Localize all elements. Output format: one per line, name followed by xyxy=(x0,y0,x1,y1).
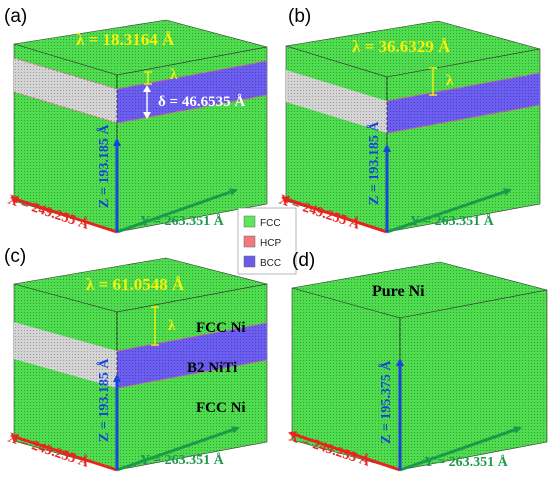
panel-b-lambda-value: λ = 36.6329 Å xyxy=(352,37,451,56)
phase-legend: FCC HCP BCC xyxy=(237,207,297,275)
legend-swatch-bcc xyxy=(243,255,256,268)
legend-label-fcc: FCC xyxy=(260,218,281,229)
grey-interface-band xyxy=(14,322,117,388)
panel-a: (a) λ = 18.3164 Å λ δ = 46.6535 Å X = 24… xyxy=(4,6,268,234)
legend-label-hcp: HCP xyxy=(260,238,281,249)
layer-label-fcc-top: FCC Ni xyxy=(196,320,246,336)
panel-c: (c) λ = 61.0548 Å λ FCC Ni B2 NiTi FCC N… xyxy=(4,246,268,472)
x-axis-arrow xyxy=(281,196,388,234)
bcc-layer-band xyxy=(387,73,540,133)
panel-b-label: (b) xyxy=(288,6,311,27)
layer-label-fcc-bottom: FCC Ni xyxy=(196,400,246,416)
y-axis-arrow xyxy=(116,188,238,234)
panel-c-lambda-symbol: λ xyxy=(168,318,176,334)
y-axis-arrow xyxy=(116,426,240,472)
panel-d-y-label: Y = 263.351 Å xyxy=(424,454,509,470)
panel-a-label: (a) xyxy=(4,6,27,27)
grey-interface-band xyxy=(14,58,117,123)
legend-label-bcc: BCC xyxy=(260,258,281,269)
panel-a-lambda-value: λ = 18.3164 Å xyxy=(76,30,175,49)
legend-swatch-fcc xyxy=(243,215,256,228)
panel-a-y-label: Y = 263.351 Å xyxy=(140,213,225,229)
panel-c-y-label: Y = 263.351 Å xyxy=(140,452,225,468)
panel-b-lambda-symbol: λ xyxy=(446,73,454,89)
y-axis-arrow xyxy=(399,426,522,472)
y-axis-arrow xyxy=(386,188,512,234)
panel-c-label: (c) xyxy=(4,246,26,267)
panel-d-label: (d) xyxy=(292,250,315,271)
bcc-layer-band xyxy=(117,61,267,123)
bcc-layer-band xyxy=(117,323,267,388)
x-axis-arrow xyxy=(10,434,118,472)
panel-b: (b) λ = 36.6329 Å λ X = 249.255 Å Y = 26… xyxy=(277,6,541,234)
grey-interface-band xyxy=(286,70,387,133)
panel-b-z-label: Z = 193.185 Å xyxy=(366,121,382,205)
layer-label-b2-niti: B2 NiTi xyxy=(187,360,237,376)
x-axis-arrow xyxy=(288,431,401,472)
panel-a-z-label: Z = 193.185 Å xyxy=(96,124,112,208)
panel-a-lambda-symbol: λ xyxy=(170,67,178,83)
panel-d-z-label: Z = 195.375 Å xyxy=(378,360,394,444)
legend-swatch-hcp xyxy=(243,235,256,248)
panel-b-y-label: Y = 263.351 Å xyxy=(410,213,495,229)
x-axis-arrow xyxy=(10,196,118,234)
panel-a-delta-value: δ = 46.6535 Å xyxy=(158,94,245,110)
panel-c-lambda-value: λ = 61.0548 Å xyxy=(86,275,185,294)
panel-c-z-label: Z = 193.185 Å xyxy=(96,358,112,442)
panel-d-title: Pure Ni xyxy=(372,283,425,300)
panel-d: (d) Pure Ni X = 249.255 Å Y = 263.351 Å … xyxy=(287,250,548,472)
